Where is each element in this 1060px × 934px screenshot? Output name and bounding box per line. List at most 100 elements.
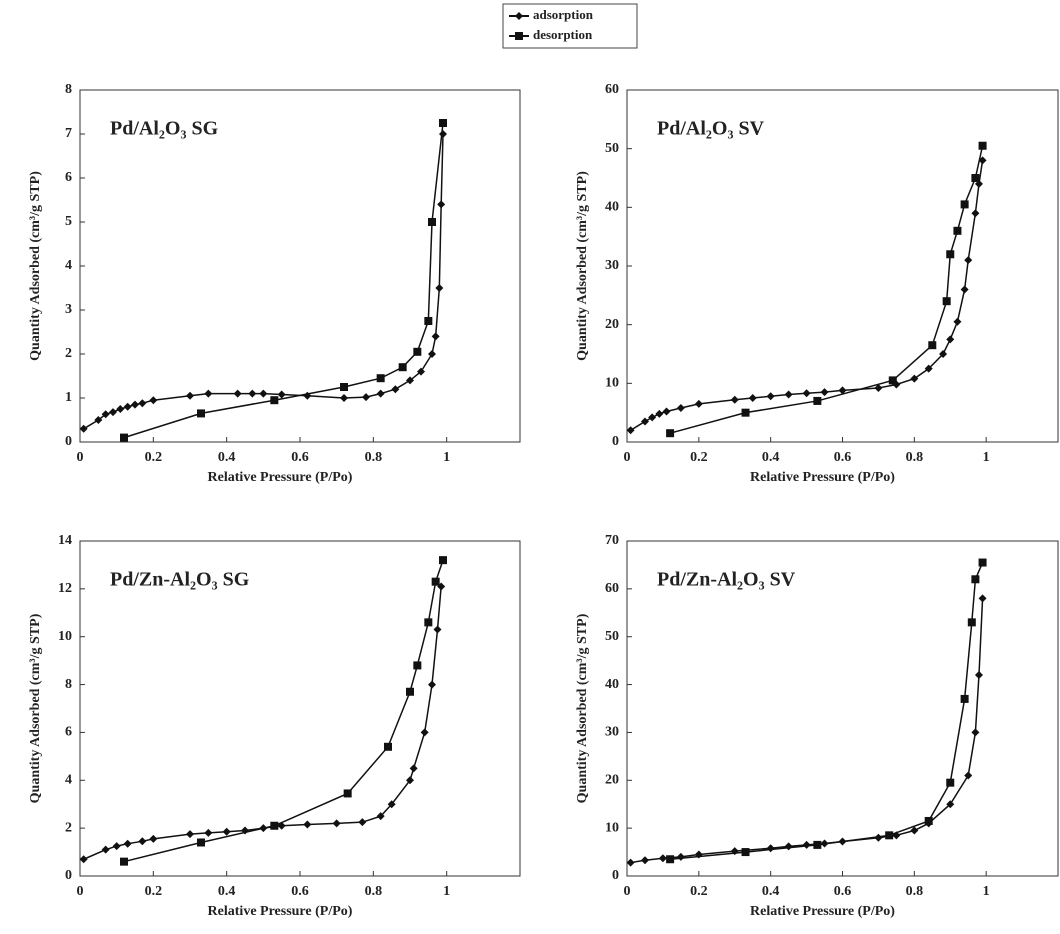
data-point bbox=[439, 130, 447, 138]
y-tick-label: 5 bbox=[65, 214, 72, 229]
chart-title: Pd/Al₂O₃ SG bbox=[110, 118, 219, 140]
data-point bbox=[731, 396, 739, 404]
legend-label: adsorption bbox=[533, 7, 594, 22]
data-point bbox=[677, 853, 685, 861]
x-tick-label: 0.4 bbox=[762, 884, 780, 899]
data-point bbox=[234, 390, 242, 398]
data-point bbox=[785, 842, 793, 850]
data-point bbox=[659, 854, 667, 862]
y-tick-label: 4 bbox=[65, 258, 72, 273]
x-axis-label: Relative Pressure (P/Po) bbox=[750, 904, 895, 919]
data-point bbox=[953, 318, 961, 326]
figure: adsorption desorption 01234567800.20.40.… bbox=[0, 0, 1060, 934]
data-point bbox=[428, 218, 436, 226]
data-point bbox=[377, 374, 385, 382]
data-point bbox=[666, 429, 674, 437]
y-tick-label: 20 bbox=[605, 773, 619, 788]
y-tick-label: 14 bbox=[58, 533, 72, 548]
data-point bbox=[432, 332, 440, 340]
data-point bbox=[428, 350, 436, 358]
data-point bbox=[120, 434, 128, 442]
data-point bbox=[124, 840, 132, 848]
data-point bbox=[968, 618, 976, 626]
y-tick-label: 1 bbox=[65, 390, 72, 405]
data-point bbox=[186, 830, 194, 838]
series-line bbox=[84, 134, 443, 429]
x-tick-label: 1 bbox=[983, 884, 990, 899]
y-tick-label: 60 bbox=[605, 82, 619, 97]
x-axis-label: Relative Pressure (P/Po) bbox=[208, 904, 353, 919]
x-tick-label: 0.8 bbox=[365, 450, 383, 465]
y-tick-label: 3 bbox=[65, 302, 72, 317]
data-point bbox=[340, 394, 348, 402]
data-point bbox=[80, 855, 88, 863]
data-point bbox=[749, 394, 757, 402]
x-tick-label: 0.8 bbox=[906, 884, 924, 899]
y-tick-label: 10 bbox=[605, 820, 619, 835]
data-point bbox=[149, 835, 157, 843]
data-point bbox=[964, 256, 972, 264]
data-point bbox=[391, 385, 399, 393]
x-tick-label: 0 bbox=[77, 450, 84, 465]
data-point bbox=[204, 829, 212, 837]
data-point bbox=[413, 661, 421, 669]
data-point bbox=[648, 413, 656, 421]
data-point bbox=[885, 831, 893, 839]
x-tick-label: 1 bbox=[443, 450, 450, 465]
x-tick-label: 0.8 bbox=[365, 884, 383, 899]
data-point bbox=[435, 284, 443, 292]
data-point bbox=[695, 400, 703, 408]
data-point bbox=[248, 390, 256, 398]
data-point bbox=[971, 728, 979, 736]
data-point bbox=[270, 396, 278, 404]
data-point bbox=[340, 383, 348, 391]
data-point bbox=[821, 388, 829, 396]
series-line bbox=[84, 586, 442, 859]
y-tick-label: 12 bbox=[58, 581, 72, 596]
data-point bbox=[131, 401, 139, 409]
y-tick-label: 20 bbox=[605, 317, 619, 332]
data-point bbox=[627, 426, 635, 434]
data-point bbox=[813, 841, 821, 849]
y-tick-label: 6 bbox=[65, 170, 72, 185]
data-point bbox=[344, 789, 352, 797]
data-point bbox=[767, 392, 775, 400]
data-point bbox=[925, 817, 933, 825]
plot-frame bbox=[80, 90, 520, 442]
data-point bbox=[362, 393, 370, 401]
x-tick-label: 0 bbox=[624, 884, 631, 899]
data-point bbox=[186, 392, 194, 400]
y-tick-label: 4 bbox=[65, 773, 72, 788]
data-point bbox=[428, 681, 436, 689]
data-point bbox=[120, 858, 128, 866]
chart-title: Pd/Zn-Al₂O₃ SV bbox=[657, 569, 796, 591]
data-point bbox=[377, 390, 385, 398]
x-tick-label: 0.6 bbox=[291, 450, 309, 465]
y-tick-label: 0 bbox=[612, 434, 619, 449]
legend-label: desorption bbox=[533, 27, 593, 42]
data-point bbox=[197, 839, 205, 847]
x-tick-label: 0.4 bbox=[218, 450, 236, 465]
data-point bbox=[979, 142, 987, 150]
x-tick-label: 0 bbox=[77, 884, 84, 899]
y-tick-label: 30 bbox=[605, 725, 619, 740]
data-point bbox=[424, 618, 432, 626]
data-point bbox=[943, 297, 951, 305]
y-tick-label: 30 bbox=[605, 258, 619, 273]
x-tick-label: 0.6 bbox=[291, 884, 309, 899]
x-tick-label: 0.2 bbox=[690, 450, 708, 465]
y-tick-label: 50 bbox=[605, 629, 619, 644]
data-point bbox=[655, 410, 663, 418]
data-point bbox=[432, 578, 440, 586]
data-point bbox=[437, 200, 445, 208]
y-tick-label: 0 bbox=[65, 868, 72, 883]
data-point bbox=[421, 728, 429, 736]
data-point bbox=[138, 837, 146, 845]
data-point bbox=[116, 405, 124, 413]
y-tick-label: 60 bbox=[605, 581, 619, 596]
x-tick-label: 0 bbox=[624, 450, 631, 465]
data-point bbox=[961, 200, 969, 208]
data-point bbox=[971, 174, 979, 182]
x-tick-label: 0.4 bbox=[762, 450, 780, 465]
data-point bbox=[803, 841, 811, 849]
